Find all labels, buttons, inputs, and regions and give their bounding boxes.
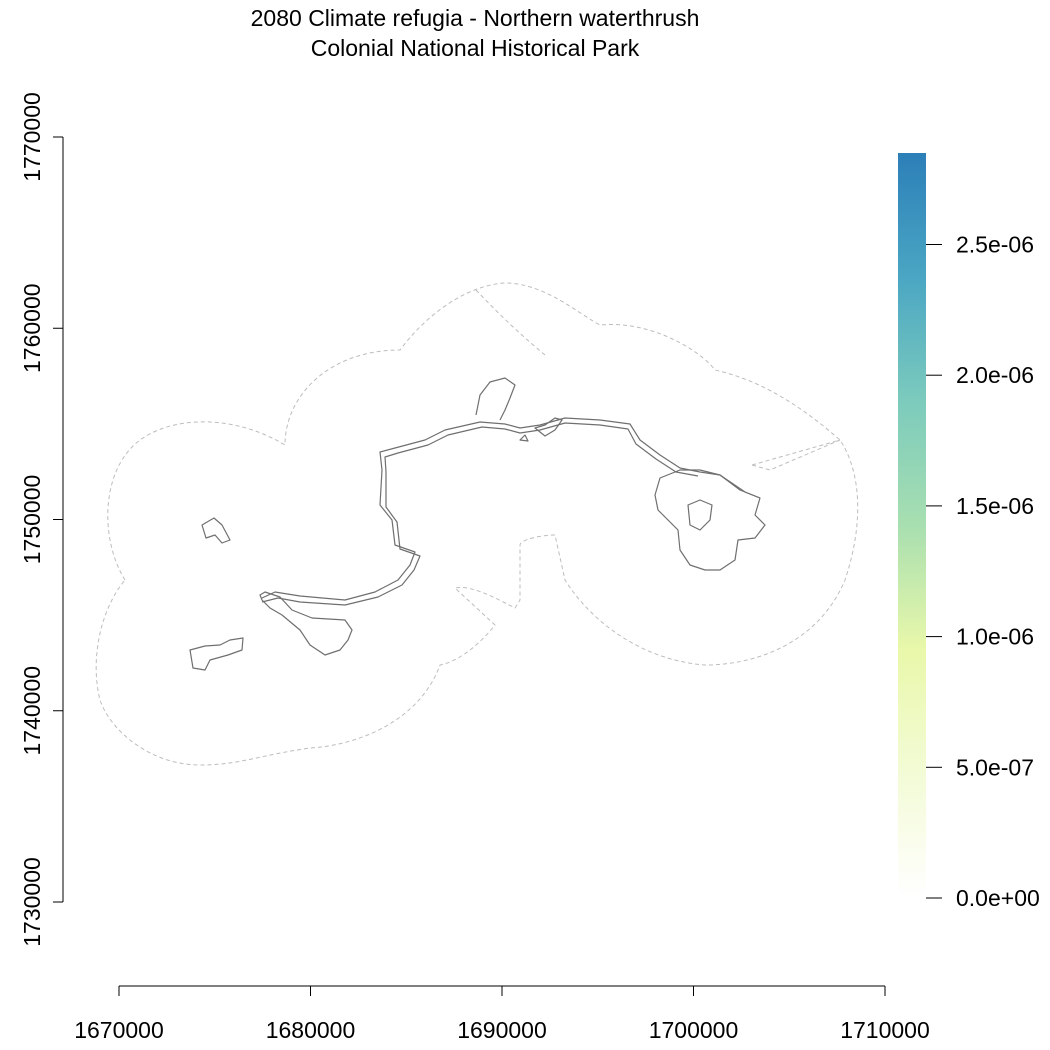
- legend-tick-label: 2.0e-06: [956, 362, 1034, 388]
- map-subtitle: Colonial National Historical Park: [311, 35, 640, 61]
- y-tick-label: 1750000: [19, 475, 45, 565]
- y-tick-label: 1760000: [19, 283, 45, 373]
- legend-tick-label: 2.5e-06: [956, 231, 1034, 257]
- y-tick-label: 1770000: [19, 92, 45, 182]
- y-tick-label: 1740000: [19, 666, 45, 756]
- x-tick-label: 1670000: [74, 1017, 164, 1043]
- park-boundary: [189, 377, 766, 671]
- x-axis: 1670000 1680000 1690000 1700000 1710000: [74, 985, 930, 1043]
- legend: 0.0e+00 5.0e-07 1.0e-06 1.5e-06 2.0e-06 2.5e-…: [898, 153, 1040, 911]
- legend-tick-label: 0.0e+00: [956, 885, 1040, 911]
- buffer-outline: [95, 282, 859, 766]
- legend-colorbar: [898, 153, 926, 898]
- x-tick-label: 1690000: [457, 1017, 547, 1043]
- x-tick-label: 1700000: [649, 1017, 739, 1043]
- x-axis-ticks: 1670000 1680000 1690000 1700000 1710000: [74, 986, 930, 1043]
- y-axis: 1730000 1740000 1750000 1760000 1770000: [19, 92, 64, 947]
- legend-tick-label: 5.0e-07: [956, 754, 1034, 780]
- x-tick-label: 1680000: [266, 1017, 356, 1043]
- legend-tick-label: 1.5e-06: [956, 493, 1034, 519]
- map-title: 2080 Climate refugia - Northern waterthr…: [251, 5, 700, 31]
- y-tick-label: 1730000: [19, 857, 45, 947]
- y-axis-ticks: 1730000 1740000 1750000 1760000 1770000: [19, 92, 63, 947]
- legend-tick-label: 1.0e-06: [956, 624, 1034, 650]
- legend-ticks: 0.0e+00 5.0e-07 1.0e-06 1.5e-06 2.0e-06 2.5e-…: [926, 231, 1040, 911]
- x-tick-label: 1710000: [840, 1017, 930, 1043]
